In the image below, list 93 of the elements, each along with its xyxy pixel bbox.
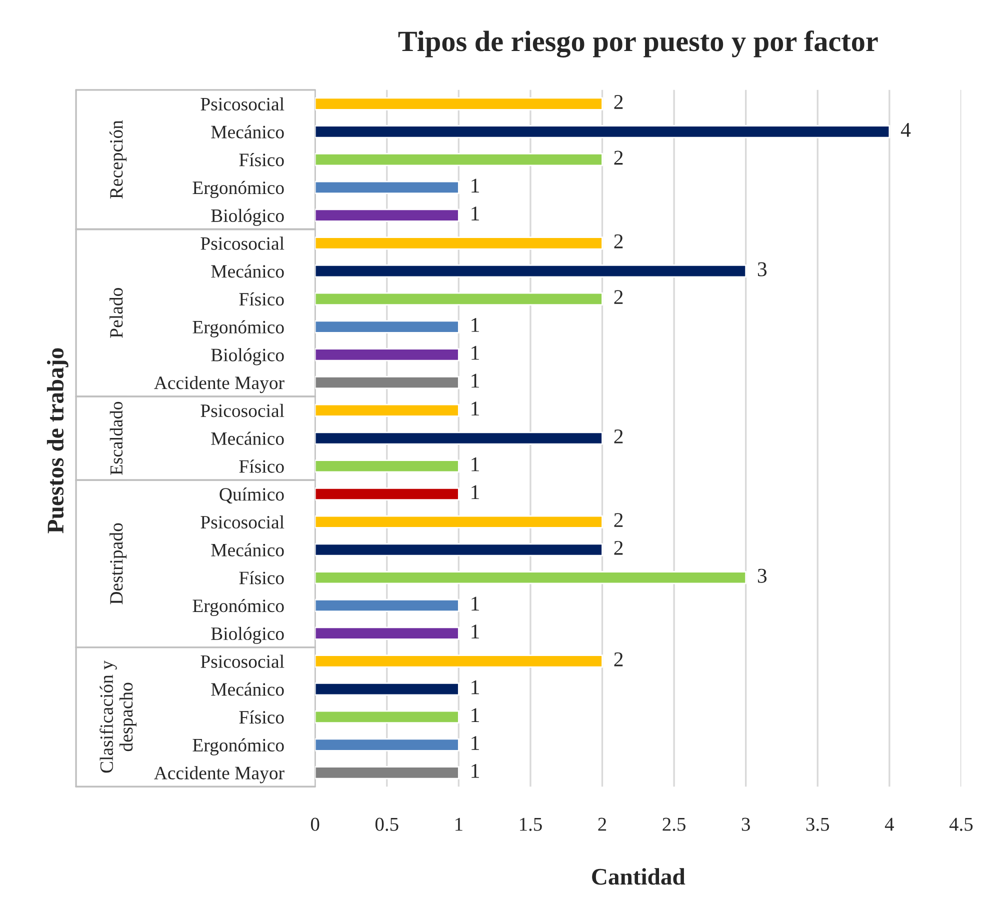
bar: [315, 264, 747, 278]
data-label: 1: [472, 485, 479, 500]
bar: [315, 682, 460, 696]
data-label: 2: [614, 290, 623, 304]
bar: [315, 208, 460, 222]
x-tick-label: 0: [310, 818, 320, 831]
text: Pelado: [110, 288, 123, 338]
bar: [315, 320, 460, 334]
bar: [315, 348, 460, 362]
data-label: 2: [614, 652, 623, 666]
x-tick-label: 2: [598, 818, 606, 831]
data-label: 1: [472, 624, 479, 638]
bar: [315, 180, 460, 194]
y-tick-label: Psicosocial: [200, 654, 284, 668]
bar: [315, 766, 460, 780]
x-tick-label: 1.5: [520, 818, 542, 831]
data-label: 1: [472, 708, 479, 722]
data-label: 2: [614, 513, 623, 527]
x-tick-label: 4: [884, 818, 894, 831]
y-tick-label: Físico: [239, 292, 284, 306]
bar: [315, 376, 460, 390]
data-label: 1: [472, 178, 479, 192]
data-label: 1: [472, 374, 479, 388]
y-tick-label: Físico: [239, 571, 284, 584]
bar: [315, 153, 603, 166]
bar: [315, 654, 603, 668]
data-label: 2: [614, 429, 623, 444]
data-label: 3: [758, 568, 767, 583]
data-label: 1: [472, 736, 479, 750]
y-tick-label: Psicosocial: [200, 97, 284, 111]
x-tick-label: 1: [456, 818, 462, 831]
data-label: 1: [472, 457, 479, 472]
y-tick-label: Psicosocial: [200, 236, 284, 250]
text: Destripado: [110, 523, 127, 604]
y-tick-label: Mecánico: [211, 432, 284, 445]
y-tick-label: Ergonómico: [192, 180, 284, 198]
data-label: 2: [614, 234, 623, 248]
data-label: 1: [472, 680, 479, 694]
data-label: 2: [614, 150, 623, 165]
x-tick-label: 4.5: [949, 818, 973, 831]
y-tick-label: Físico: [239, 153, 284, 166]
y-tick-label: Accidente Mayor: [154, 766, 284, 784]
y-tick-label: Físico: [239, 460, 284, 473]
data-label: 1: [472, 596, 479, 610]
data-label: 2: [614, 95, 623, 109]
bar: [315, 125, 890, 138]
y-tick-label: Psicosocial: [200, 515, 284, 529]
x-tick-label: 3: [742, 818, 750, 831]
bar: [315, 738, 460, 752]
bar: [315, 571, 747, 584]
bar: [315, 432, 603, 445]
y-axis-title: Puestos de trabajo: [46, 348, 68, 534]
y-tick-label: Psicosocial: [200, 404, 284, 418]
y-tick-label: Biológico: [211, 626, 284, 644]
y-tick-label: Ergonómico: [192, 738, 284, 756]
y-tick-label: Químico: [220, 487, 284, 504]
data-label: 1: [472, 318, 479, 332]
bar: [315, 292, 603, 306]
bar: [315, 487, 460, 501]
data-label: 1: [472, 346, 479, 360]
data-label: 2: [614, 540, 623, 555]
bar: [315, 236, 603, 250]
text: Escaldado: [110, 402, 123, 475]
y-tick-label: Accidente Mayor: [154, 376, 284, 394]
y-tick-label: Ergonómico: [192, 598, 284, 616]
y-tick-label: Mecánico: [211, 125, 284, 138]
x-tick-label: 3.5: [806, 818, 830, 831]
y-tick-label: Mecánico: [211, 543, 284, 556]
y-tick-label: Físico: [239, 710, 284, 724]
chart-title: Tipos de riesgo por puesto y por factor: [398, 30, 878, 58]
text: Clasificación y despacho: [100, 660, 136, 773]
y-tick-label: Mecánico: [211, 682, 284, 696]
data-label: 1: [472, 764, 479, 778]
data-label: 3: [758, 262, 767, 276]
data-label: 1: [472, 402, 479, 416]
y-tick-label: Biológico: [211, 208, 284, 226]
x-tick-label: 0.5: [375, 818, 398, 831]
bar: [315, 626, 460, 640]
bar: [315, 710, 460, 724]
x-axis-title: Cantidad: [592, 868, 686, 885]
y-tick-label: Ergonómico: [192, 320, 284, 338]
y-tick-label: Mecánico: [211, 264, 284, 278]
y-tick-label: Biológico: [211, 348, 284, 366]
bar: [315, 543, 603, 556]
bar: [315, 97, 603, 110]
bar: [315, 598, 460, 612]
bar: [315, 515, 603, 528]
text: Recepción: [110, 120, 127, 199]
data-label: 1: [472, 206, 479, 220]
bar: [315, 404, 460, 417]
data-label: 4: [900, 123, 911, 137]
x-tick-label: 2.5: [662, 818, 686, 831]
bar: [315, 460, 460, 473]
